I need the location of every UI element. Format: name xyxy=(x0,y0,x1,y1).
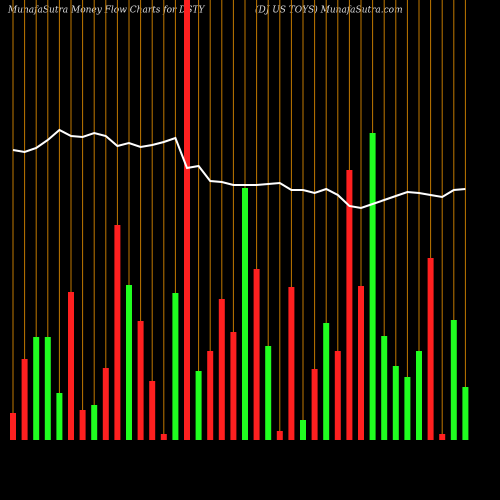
bar xyxy=(265,346,272,440)
bar xyxy=(114,225,121,440)
bar xyxy=(33,337,40,440)
bar xyxy=(404,377,411,440)
bar xyxy=(427,258,434,440)
bar xyxy=(311,369,318,440)
flow-line xyxy=(12,128,466,210)
bar xyxy=(276,431,283,440)
bar xyxy=(381,336,388,440)
bar xyxy=(126,285,132,440)
bar xyxy=(334,351,341,440)
bar xyxy=(184,0,190,440)
bar xyxy=(10,413,16,440)
bar xyxy=(358,286,364,440)
bar xyxy=(346,170,353,440)
bar xyxy=(149,381,156,440)
bar xyxy=(439,434,446,440)
bar xyxy=(300,420,306,440)
bar xyxy=(253,269,260,440)
bar xyxy=(369,133,376,440)
bar xyxy=(450,320,457,440)
bar xyxy=(21,359,28,440)
bar xyxy=(195,371,202,440)
bar xyxy=(288,287,295,440)
chart-subtitle: (DJ US TOYS) MunafaSutra.com xyxy=(255,5,403,16)
bar xyxy=(102,368,109,440)
bar xyxy=(91,405,98,440)
bar xyxy=(230,332,237,440)
bar xyxy=(160,434,167,440)
bar xyxy=(44,337,51,440)
bar xyxy=(79,410,86,440)
bar xyxy=(462,387,469,440)
bar xyxy=(392,366,399,440)
bar xyxy=(416,351,422,440)
bar xyxy=(56,393,63,440)
bar xyxy=(68,292,74,440)
bar xyxy=(172,293,179,440)
bar xyxy=(242,188,248,440)
bar xyxy=(207,351,214,440)
bar xyxy=(323,323,330,440)
bar xyxy=(218,299,225,440)
bar xyxy=(137,321,144,440)
